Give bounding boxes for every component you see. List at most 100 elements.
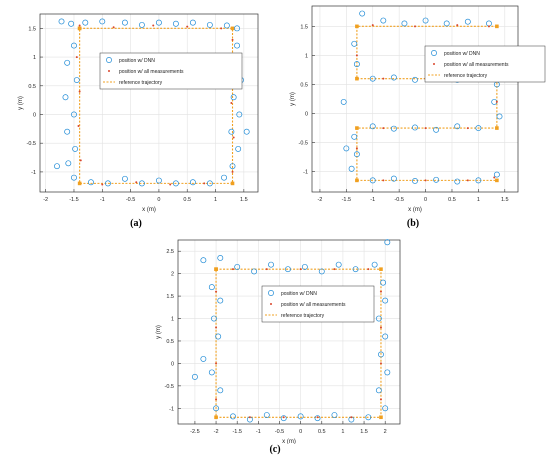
measurement-point — [230, 102, 233, 104]
dnn-point — [382, 297, 389, 304]
x-axis-label: x (m) — [282, 439, 296, 444]
y-tick-label: -1 — [303, 170, 308, 176]
measurement-point — [466, 179, 469, 182]
dnn-point — [230, 413, 236, 420]
dnn-point — [352, 266, 359, 273]
y-tick-label: 1.5 — [28, 26, 36, 32]
x-tick-label: -1.5 — [342, 197, 351, 203]
dnn-point — [331, 412, 338, 418]
measurement-point — [215, 290, 218, 293]
x-tick-label: 1.5 — [240, 197, 248, 203]
legend-box — [261, 285, 375, 323]
measurement-point — [101, 183, 104, 186]
measurement-point — [371, 24, 374, 27]
dnn-point — [263, 412, 270, 418]
dnn-point — [172, 180, 179, 187]
dnn-point — [215, 333, 222, 340]
y-tick-label: 1 — [33, 55, 36, 61]
y-axis-label: y (m) — [18, 96, 24, 110]
dnn-point — [138, 21, 145, 28]
measurement-point — [215, 326, 218, 329]
reference-waypoint — [495, 178, 499, 183]
legend-entry-reference: reference trajectory — [119, 80, 163, 86]
reference-waypoint — [77, 26, 82, 31]
measurement-point — [367, 268, 370, 271]
dnn-point — [71, 111, 77, 118]
dnn-point — [228, 128, 235, 135]
y-axis-label: y (m) — [290, 92, 296, 106]
dnn-point — [359, 10, 366, 17]
measurement-point — [75, 56, 78, 59]
dnn-point — [369, 177, 376, 184]
reference-waypoint — [355, 126, 359, 130]
legend: position w/ DNN position w/ all measureme… — [424, 45, 546, 83]
measurement-point — [265, 268, 268, 271]
dnn-point — [206, 21, 213, 28]
measurement-point — [382, 179, 385, 182]
y-tick-label: 1 — [305, 53, 308, 59]
measurement-point — [350, 416, 353, 419]
x-tick-label: -2.5 — [190, 429, 199, 435]
dnn-point — [189, 19, 196, 26]
dnn-point — [99, 18, 106, 25]
y-tick-label: 1 — [171, 317, 174, 323]
x-tick-label: 1.5 — [501, 197, 509, 203]
dnn-point — [475, 125, 482, 132]
y-tick-label: 0 — [171, 361, 174, 367]
dnn-point — [217, 297, 224, 304]
dnn-point — [208, 284, 215, 291]
x-tick-label: -1 — [370, 197, 375, 203]
dnn-point — [121, 19, 128, 26]
x-tick-label: 0 — [299, 429, 302, 435]
reference-waypoint — [355, 24, 359, 29]
dnn-point — [314, 415, 321, 422]
dnn-point — [121, 175, 128, 182]
dnn-point — [64, 59, 71, 66]
plot-area — [177, 239, 401, 425]
reference-waypoint — [495, 24, 499, 29]
x-axis-label: x (m) — [408, 207, 422, 213]
dnn-point — [206, 180, 213, 187]
x-tick-label: 0 — [157, 197, 160, 203]
measurement-point — [231, 38, 234, 41]
dnn-point — [200, 355, 207, 362]
reference-waypoint — [495, 126, 499, 130]
dnn-point — [189, 179, 196, 186]
dnn-point — [382, 333, 389, 340]
measurement-point — [299, 268, 302, 271]
measurement-point — [77, 124, 80, 127]
measurement-point — [355, 147, 358, 150]
y-tick-label: 0 — [305, 112, 308, 118]
grid — [312, 6, 518, 192]
dnn-point — [422, 17, 429, 24]
measurement-point — [424, 179, 427, 182]
dnn-point — [380, 279, 387, 286]
measurement-point — [456, 24, 459, 27]
dnn-point — [172, 20, 179, 27]
dnn-point — [369, 123, 376, 130]
dnn-point — [464, 18, 471, 25]
panel-label-c: (c) — [269, 444, 281, 455]
dnn-point — [236, 111, 243, 118]
measurement-point — [379, 362, 382, 365]
measurement-point — [379, 290, 382, 293]
dnn-point — [412, 124, 418, 131]
dnn-point — [251, 268, 258, 275]
dnn-point — [217, 387, 224, 394]
dnn-point — [335, 261, 342, 268]
dnn-point — [88, 179, 94, 186]
dnn-point — [155, 19, 162, 26]
dnn-point — [234, 42, 240, 49]
dnn-point — [318, 268, 325, 275]
dnn-point — [155, 177, 162, 184]
dnn-point — [485, 20, 492, 27]
dnn-point — [210, 315, 217, 322]
y-tick-label: 2 — [171, 272, 174, 278]
legend-entry-measurements: position w/ all measurements — [444, 62, 509, 68]
grid — [178, 240, 400, 424]
legend-entry-reference: reference trajectory — [444, 73, 488, 79]
dnn-point — [371, 261, 378, 268]
dnn-point — [71, 174, 77, 181]
measurement-point — [231, 268, 234, 271]
dnn-point — [493, 171, 500, 178]
